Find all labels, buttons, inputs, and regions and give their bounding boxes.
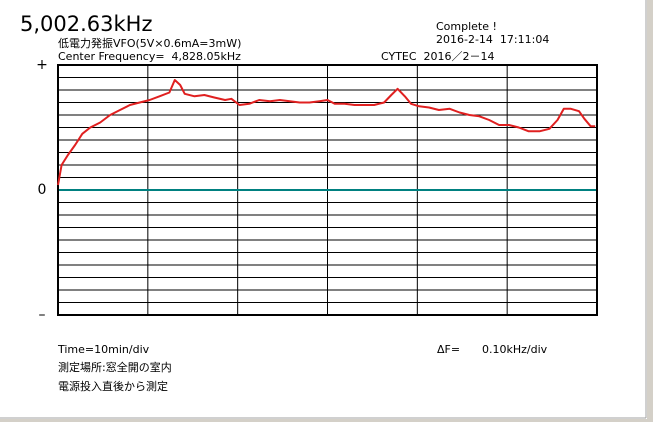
- note: 電源投入直後から測定: [58, 379, 168, 393]
- x-scale: Time=10min/div: [57, 343, 150, 356]
- note: 測定場所:窓全開の室内: [58, 360, 172, 374]
- scrollbar: [647, 0, 653, 422]
- timestamp: 2016-2-14 17:11:04: [436, 33, 549, 46]
- center-frequency: Center Frequency= 4,828.05kHz: [58, 50, 241, 63]
- status: Complete !: [436, 20, 497, 33]
- scrollbar: [0, 419, 653, 422]
- y-tick-label: +: [36, 57, 48, 73]
- trace: [57, 79, 596, 186]
- subtitle: 低電力発振VFO(5V×0.6mA=3mW): [58, 36, 241, 50]
- y-scale-label: ΔF=: [437, 343, 460, 356]
- y-tick-label: 0: [38, 182, 47, 198]
- plot-frame: [57, 64, 598, 316]
- y-scale: 0.10kHz/div: [482, 343, 548, 356]
- maker: CYTEC 2016／2－14: [381, 50, 495, 63]
- chart-title: 5,002.63kHz: [20, 12, 153, 36]
- y-tick-label: –: [39, 307, 46, 323]
